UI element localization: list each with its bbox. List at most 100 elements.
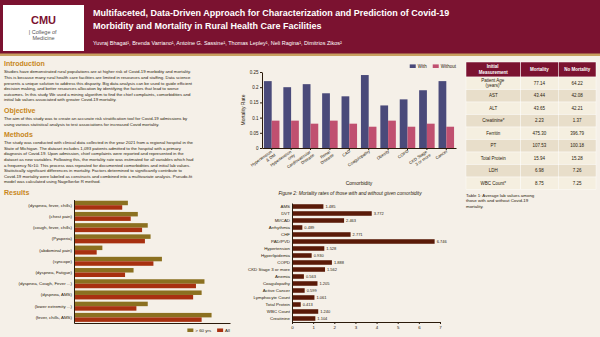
tick-label: Active Cancer (263, 288, 291, 293)
tick-label: 0 (291, 325, 294, 330)
tick-label: 6 (418, 325, 421, 330)
table-cell (558, 177, 596, 190)
table-text: 107.53 (533, 143, 547, 148)
table-text: 2.23 (535, 118, 544, 123)
bar (292, 309, 318, 314)
text-line: using various statistical analysis to te… (4, 122, 159, 127)
axis-line (262, 73, 263, 149)
bar (74, 205, 122, 209)
bar (74, 284, 196, 288)
bar (74, 317, 202, 321)
table-text: 77.14 (534, 81, 546, 86)
tick-label: (dyspnea, AMS) (41, 292, 73, 297)
chart: CreatinineWBC CountTotal ProteinLymphocy… (248, 204, 447, 330)
legend-swatch (187, 328, 193, 332)
table-cell (521, 115, 559, 128)
tick-mark (260, 72, 262, 73)
tick-label: (Pyaperia) (52, 236, 73, 241)
text-line: The aim of this study was to create an a… (4, 116, 188, 121)
bar (74, 257, 162, 261)
bar (74, 234, 151, 238)
tick-label: 1 (312, 325, 315, 330)
axis-title: Comorbidity (346, 180, 373, 186)
text-line: Table 1: Average lab values among (466, 193, 535, 198)
bar (292, 302, 301, 307)
legend-swatch (433, 64, 439, 68)
tick: Hyperlipidemia (261, 253, 292, 258)
bar (292, 218, 344, 223)
authors: Yuvraj Bhagat¹, Brenda Varriano¹, Antoin… (93, 40, 342, 46)
header-band (0, 0, 600, 56)
tick-label: DVT (281, 211, 290, 216)
table-text: 43.65 (534, 106, 546, 111)
section-title: Methods (4, 131, 33, 138)
legend-item: Without (433, 64, 457, 69)
table-text: AST (489, 93, 498, 98)
data-label: 1.240 (320, 309, 331, 314)
legend-label: > 60 yrs (195, 328, 212, 333)
table-text: Creatinine* (482, 118, 505, 123)
bar (419, 90, 427, 148)
tick: Creatinine (270, 316, 292, 321)
text-line: 64.22 (572, 81, 584, 86)
tick-label: 0.15 (250, 100, 259, 105)
text-line: Statistically significant differences in… (4, 168, 183, 173)
bar (74, 302, 148, 306)
bar (74, 216, 131, 220)
data-label: 1.888 (334, 260, 345, 265)
tick-label: Hypertension (264, 246, 290, 251)
bar (292, 246, 324, 251)
tick: WBC Count (267, 309, 292, 314)
table-cell (466, 140, 521, 153)
axis: (fever, chills, AMS)(lower extremity ...… (19, 200, 75, 323)
table-cell (521, 77, 559, 90)
text-line: 42.08 (572, 93, 584, 98)
text-line: Medicine (32, 35, 54, 41)
tick-label: (chest pain) (49, 214, 72, 219)
legend: WithWithout (410, 64, 457, 69)
tick: Active Cancer (263, 288, 292, 293)
tick: (Pyaperia) (52, 236, 74, 241)
table-text: Ferritin (486, 131, 500, 136)
text-line: 6.98 (535, 168, 544, 173)
tick: 6 (418, 322, 421, 330)
bar (74, 279, 204, 283)
text-line: No Mortality (564, 67, 590, 72)
tick-label: (dyspnea, fever, chills) (28, 203, 72, 208)
tick: CKD Stage 3 or more (248, 267, 292, 272)
tick-label: Coagulopathy (347, 148, 372, 167)
tick: 1 (312, 322, 315, 330)
table-text: 475.30 (533, 131, 547, 136)
tick: (chest pain) (49, 214, 74, 219)
bar (400, 99, 408, 148)
text-line: those with and without Covid-19 (466, 198, 529, 203)
text-line: 2.23 (535, 118, 544, 123)
tick: Total Protein (266, 302, 292, 307)
tick: (dyspnea, Cough, Fever ...) (19, 281, 74, 286)
tick-label: 0.05 (250, 131, 259, 136)
table-cell (558, 127, 596, 140)
bars (264, 75, 454, 148)
data-label: 1.104 (317, 316, 328, 321)
tick: CKD Stage 3 or more (408, 148, 432, 169)
tick-label: (dyspnea, Cough, Fever ...) (19, 281, 73, 286)
tick: (dyspnea, fever, chills) (28, 203, 74, 208)
table-text: PT (490, 143, 496, 148)
bar (292, 288, 305, 293)
text-line: 42.21 (572, 106, 584, 111)
tick: (abdominal pain) (39, 247, 74, 252)
table: Initial MeasurementMortalityNo Mortality… (466, 62, 596, 209)
table-text: Total Protein (481, 156, 507, 161)
bar (330, 121, 338, 148)
tick-label: COPD (397, 149, 410, 160)
legend-swatch (410, 64, 416, 68)
tick-label: CKD Stage 3 or more (248, 267, 291, 272)
tick-label: COPD (277, 260, 290, 265)
tick: Arrhythmia (269, 225, 292, 230)
tick: 7 (439, 322, 442, 330)
table-text: 7.25 (573, 181, 582, 186)
text-line: LDH (489, 168, 498, 173)
data-label: 0.930 (314, 253, 325, 258)
text-line: 475.30 (533, 131, 547, 136)
table-cell (558, 77, 596, 90)
